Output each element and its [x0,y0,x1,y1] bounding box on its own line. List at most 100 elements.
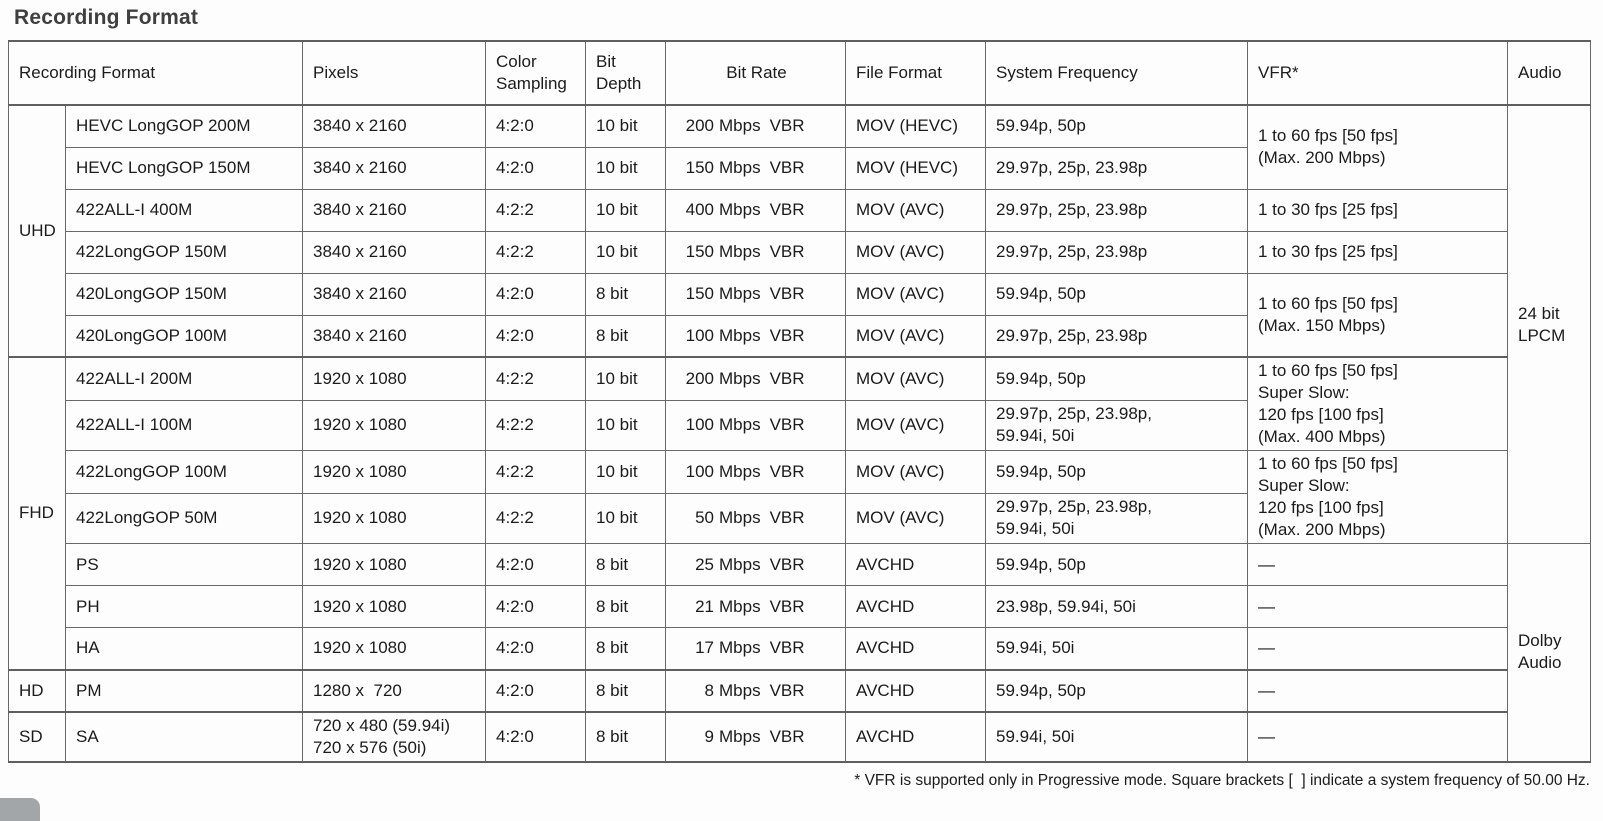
cell-color: 4:2:0 [485,627,586,670]
table-row: 422LongGOP 50M 1920 x 1080 4:2:2 10 bit 50 Mb… [9,492,1591,545]
column-header-audio: Audio [1507,40,1591,106]
cell-pixels: 3840 x 2160 [302,146,486,190]
cell-audio: 24 bit LPCM [1507,104,1591,544]
cell-depth: 8 bit [585,710,666,762]
cell-vfr: — [1247,710,1508,762]
cell-color: 4:2:0 [485,146,586,190]
cell-depth: 10 bit [585,355,666,401]
cell-freq: 59.94p, 50p [985,668,1248,712]
cell-color: 4:2:0 [485,710,586,762]
table-row: 422ALL-I 400M 3840 x 2160 4:2:2 10 bit 400 Mb… [9,188,1591,232]
cell-file: AVCHD [845,543,986,586]
cell-freq: 59.94p, 50p [985,355,1248,401]
cell-file: MOV (HEVC) [845,146,986,190]
cell-vfr: 1 to 60 fps [50 fps] (Max. 150 Mbps) [1247,272,1508,358]
cell-rate: 400 Mbps VBR [665,188,846,232]
cell-format: HEVC LongGOP 200M [65,104,303,148]
cell-depth: 8 bit [585,272,666,316]
cell-audio: Dolby Audio [1507,543,1591,762]
cell-color: 4:2:2 [485,450,586,494]
cell-pixels: 720 x 480 (59.94i) 720 x 576 (50i) [302,710,486,762]
cell-format: 422ALL-I 200M [65,355,303,401]
cell-rate: 8 Mbps VBR [665,668,846,712]
cell-rate: 25 Mbps VBR [665,543,846,586]
cell-format: 422LongGOP 100M [65,450,303,494]
cell-depth: 10 bit [585,146,666,190]
cell-color: 4:2:0 [485,668,586,712]
cell-file: MOV (AVC) [845,188,986,232]
cell-vfr: — [1247,668,1508,712]
cell-color: 4:2:0 [485,585,586,628]
table-row: 422LongGOP 150M 3840 x 2160 4:2:2 10 bit 150… [9,230,1591,274]
cell-color: 4:2:2 [485,492,586,545]
cell-rate: 100 Mbps VBR [665,450,846,494]
table-row: HA 1920 x 1080 4:2:0 8 bit 17 Mbps VBR AVCHD 59.… [9,627,1591,670]
cell-depth: 10 bit [585,399,666,452]
cell-vfr: 1 to 60 fps [50 fps] (Max. 200 Mbps) [1247,104,1508,190]
cell-file: MOV (AVC) [845,450,986,494]
cell-freq: 29.97p, 25p, 23.98p, 59.94i, 50i [985,399,1248,452]
cell-group: UHD [8,104,66,358]
table-row: HD PM 1280 x 720 4:2:0 8 bit 8 Mbps VBR AVCHD 59.… [8,668,1591,712]
cell-pixels: 1920 x 1080 [302,492,486,545]
vfr-footnote: * VFR is supported only in Progressive m… [854,772,1590,789]
cell-format: PS [65,543,303,586]
cell-pixels: 1920 x 1080 [302,627,486,670]
cell-depth: 10 bit [585,188,666,232]
page-title: Recording Format [14,6,199,29]
cell-color: 4:2:0 [485,272,586,316]
cell-vfr: — [1247,585,1508,628]
cell-file: AVCHD [845,710,986,762]
cell-vfr: — [1247,543,1508,586]
cell-file: MOV (HEVC) [845,104,986,148]
cell-pixels: 1920 x 1080 [302,450,486,494]
cell-group: FHD [8,356,66,670]
cell-depth: 8 bit [585,543,666,586]
cell-pixels: 3840 x 2160 [302,230,486,274]
cell-freq: 59.94p, 50p [985,104,1248,148]
cell-freq: 59.94p, 50p [985,543,1248,586]
column-header-freq: System Frequency [985,40,1248,106]
cell-freq: 29.97p, 25p, 23.98p [985,230,1248,274]
cell-pixels: 1920 x 1080 [302,543,486,586]
cell-file: MOV (AVC) [845,355,986,401]
cell-freq: 29.97p, 25p, 23.98p [985,314,1248,358]
cell-pixels: 1280 x 720 [302,668,486,712]
cell-freq: 59.94p, 50p [985,272,1248,316]
cell-format: PM [65,668,303,712]
cell-color: 4:2:2 [485,230,586,274]
cell-color: 4:2:2 [485,355,586,401]
cell-rate: 9 Mbps VBR [665,710,846,762]
cell-rate: 50 Mbps VBR [665,492,846,545]
cell-pixels: 3840 x 2160 [302,314,486,358]
column-header-pixels: Pixels [302,40,486,106]
cell-vfr: 1 to 60 fps [50 fps] Super Slow: 120 fps… [1247,356,1508,451]
cell-rate: 21 Mbps VBR [665,585,846,628]
cell-vfr: — [1247,627,1508,670]
cell-format: 420LongGOP 150M [65,272,303,316]
cell-pixels: 3840 x 2160 [302,104,486,148]
cell-freq: 29.97p, 25p, 23.98p, 59.94i, 50i [985,492,1248,545]
cell-vfr: 1 to 60 fps [50 fps] Super Slow: 120 fps… [1247,450,1508,544]
cell-depth: 10 bit [585,104,666,148]
corner-overlay-shape [0,798,40,821]
cell-depth: 8 bit [585,314,666,358]
cell-rate: 200 Mbps VBR [665,355,846,401]
cell-group: SD [8,710,66,762]
column-header-depth: Bit Depth [585,40,666,106]
cell-format: 420LongGOP 100M [65,314,303,358]
cell-depth: 10 bit [585,492,666,545]
cell-pixels: 1920 x 1080 [302,355,486,401]
cell-freq: 59.94p, 50p [985,450,1248,494]
column-header-vfr: VFR* [1247,40,1508,106]
column-header-color: Color Sampling [485,40,586,106]
cell-format: 422LongGOP 50M [65,492,303,545]
table-body: UHD HEVC LongGOP 200M 3840 x 2160 4:2:0 10 b… [8,104,1591,762]
cell-freq: 59.94i, 50i [985,627,1248,670]
table-header-row: Recording Format Pixels Color Sampling Bit … [8,40,1591,106]
table-row: 422ALL-I 100M 1920 x 1080 4:2:2 10 bit 100 Mb… [9,399,1591,452]
cell-depth: 8 bit [585,668,666,712]
cell-freq: 29.97p, 25p, 23.98p [985,146,1248,190]
cell-depth: 8 bit [585,627,666,670]
cell-vfr: 1 to 30 fps [25 fps] [1247,230,1508,274]
